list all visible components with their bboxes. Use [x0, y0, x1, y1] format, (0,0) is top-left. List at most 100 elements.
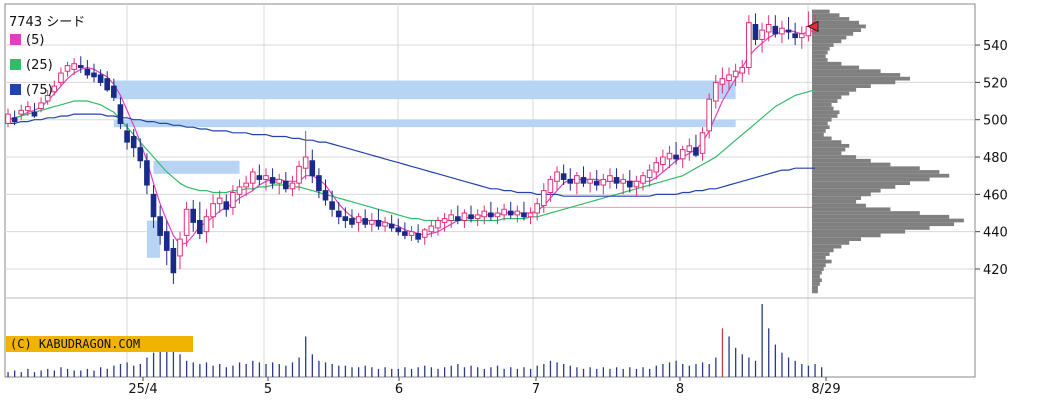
volume-bar — [245, 364, 247, 377]
candle-body — [699, 132, 706, 154]
volume-bar — [331, 364, 333, 377]
volume-bar — [113, 365, 115, 377]
candle-body — [421, 229, 428, 238]
volume-bar — [357, 367, 360, 377]
candle-body — [302, 156, 309, 169]
candle-body — [355, 216, 362, 223]
candle-body — [77, 65, 84, 68]
volume-profile-bar — [812, 43, 834, 47]
chart-title: 7743 シード — [9, 15, 85, 30]
volume-profile-bar — [812, 267, 824, 271]
candle-body — [501, 208, 507, 216]
candle-body — [130, 136, 137, 149]
legend-label: (75) — [26, 83, 53, 98]
volume-bar — [662, 364, 664, 377]
volume-bar — [278, 364, 280, 377]
volume-bar — [754, 360, 757, 377]
volume-bar — [649, 368, 651, 377]
volume-bar — [549, 360, 552, 377]
volume-profile-bar — [812, 87, 857, 92]
candle-body — [785, 29, 792, 33]
volume-bar — [556, 362, 558, 377]
volume-bar — [642, 367, 644, 377]
volume-bar — [430, 367, 433, 377]
candle-body — [177, 238, 183, 257]
candle-body — [798, 33, 805, 39]
candle-body — [236, 186, 243, 195]
candle-body — [137, 147, 144, 162]
volume-bar — [768, 328, 770, 377]
volume-profile-bar — [812, 132, 824, 137]
candle-body — [64, 65, 71, 72]
volume-bar — [682, 364, 684, 377]
legend-swatch — [10, 34, 21, 45]
volume-profile-bar — [812, 255, 826, 260]
candle-body — [5, 113, 11, 124]
volume-bar — [688, 365, 691, 377]
x-tick-label: 5 — [264, 382, 272, 397]
volume-profile-bar — [812, 58, 828, 62]
volume-profile-bar — [812, 125, 830, 130]
volume-bar — [569, 365, 571, 377]
volume-bar — [596, 368, 598, 377]
candle-body — [25, 106, 31, 111]
candle-body — [183, 208, 190, 236]
volume-profile-bar — [812, 226, 930, 230]
volume-bar — [391, 368, 393, 377]
volume-profile-bar — [812, 270, 822, 275]
volume-bar — [457, 364, 459, 377]
volume-profile-bar — [812, 117, 832, 122]
volume-profile-bar — [812, 222, 955, 227]
volume-profile-bar — [812, 282, 820, 286]
volume-bar — [66, 368, 69, 377]
x-tick-label: 7 — [532, 382, 540, 397]
volume-bar — [146, 357, 148, 377]
candle-body — [673, 154, 679, 160]
volume-bar — [14, 370, 16, 377]
volume-bar — [510, 367, 512, 377]
volume-profile-bar — [812, 76, 910, 81]
candle-body — [157, 216, 163, 236]
candle-body — [216, 197, 223, 205]
volume-profile-bar — [812, 196, 861, 200]
legend-label: (5) — [26, 33, 44, 48]
candle-body — [560, 173, 567, 180]
volume-profile-bar — [812, 211, 920, 215]
candle-body — [626, 180, 633, 188]
candle-body — [210, 203, 216, 218]
volume-profile-bar — [812, 162, 891, 167]
volume-bar — [291, 362, 294, 377]
y-tick-label: 420 — [983, 263, 1008, 278]
candle-body — [607, 175, 613, 182]
volume-bar — [324, 362, 327, 377]
volume-bar — [60, 367, 62, 377]
resistance-band — [113, 119, 736, 128]
candle-body — [329, 201, 335, 210]
volume-bar — [629, 367, 631, 377]
candle-body — [474, 214, 481, 220]
candle-body — [51, 85, 58, 93]
volume-profile-bar — [812, 17, 850, 21]
candle-body — [521, 212, 527, 218]
volume-bar — [397, 368, 399, 377]
volume-profile-bar — [812, 84, 871, 88]
volume-bar — [715, 357, 717, 377]
candle-body — [402, 231, 408, 236]
volume-bar — [701, 362, 704, 377]
y-tick-label: 500 — [983, 114, 1008, 129]
candle-body — [388, 223, 395, 229]
candle-body — [111, 85, 117, 98]
volume-profile-bar — [812, 121, 828, 126]
volume-bar — [602, 367, 605, 377]
candle-body — [488, 212, 494, 218]
volume-bar — [258, 362, 261, 377]
volume-bar — [225, 367, 227, 377]
volume-bar — [470, 365, 472, 377]
candle-body — [163, 231, 170, 251]
volume-profile-bar — [812, 185, 896, 189]
volume-bar — [199, 364, 201, 377]
candle-body — [316, 175, 322, 192]
volume-profile-bar — [812, 61, 842, 66]
volume-bar — [563, 364, 565, 377]
volume-bar — [761, 304, 763, 377]
